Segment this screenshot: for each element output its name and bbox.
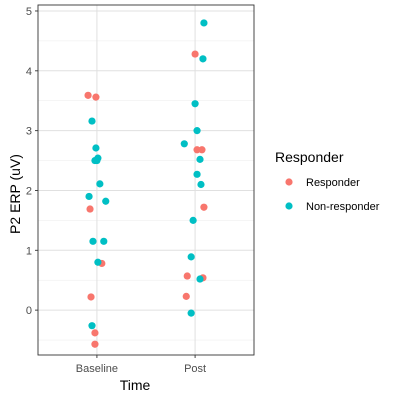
- legend: Responder Responder Non-responder: [275, 149, 380, 213]
- data-point-non-responder: [196, 275, 204, 283]
- legend-label: Non-responder: [306, 201, 380, 213]
- legend-key-non-responder: [285, 202, 293, 210]
- data-point-non-responder: [187, 309, 195, 317]
- data-point-responder: [92, 93, 100, 101]
- data-point-non-responder: [200, 19, 208, 27]
- data-point-responder: [200, 203, 208, 211]
- data-point-non-responder: [100, 237, 108, 245]
- data-point-non-responder: [85, 192, 93, 201]
- data-point-responder: [91, 340, 99, 348]
- data-point-non-responder: [102, 197, 110, 205]
- data-point-non-responder: [92, 144, 100, 152]
- data-point-non-responder: [193, 127, 201, 135]
- data-point-responder: [198, 146, 206, 154]
- data-point-responder: [87, 293, 95, 301]
- data-point-non-responder: [199, 55, 207, 63]
- data-point-non-responder: [88, 322, 96, 330]
- y-tick-label: 2: [26, 185, 32, 197]
- data-point-non-responder: [193, 170, 201, 178]
- data-point-non-responder: [197, 180, 205, 189]
- data-point-non-responder: [196, 155, 204, 163]
- x-tick-label: Baseline: [76, 363, 118, 375]
- x-tick-label: Post: [184, 363, 206, 375]
- grid: [38, 5, 254, 355]
- y-tick-label: 3: [26, 126, 32, 138]
- data-points: [84, 19, 208, 348]
- x-axis: Baseline Post: [76, 355, 206, 375]
- data-point-non-responder: [88, 117, 96, 125]
- data-point-responder: [183, 272, 191, 280]
- panel-border: [37, 4, 255, 356]
- data-point-responder: [91, 329, 99, 337]
- legend-label: Responder: [306, 177, 360, 189]
- y-tick-label: 5: [26, 6, 32, 18]
- data-point-non-responder: [94, 258, 102, 266]
- x-axis-title: Time: [120, 377, 151, 393]
- legend-key-responder: [285, 178, 293, 186]
- data-point-responder: [191, 50, 199, 58]
- data-point-responder: [182, 292, 190, 300]
- legend-title: Responder: [275, 149, 344, 165]
- y-tick-label: 1: [26, 245, 32, 257]
- y-tick-label: 4: [26, 66, 32, 78]
- y-tick-label: 0: [26, 305, 32, 317]
- data-point-responder: [86, 205, 94, 213]
- data-point-non-responder: [96, 180, 104, 188]
- data-point-non-responder: [94, 154, 102, 162]
- data-point-non-responder: [187, 253, 195, 261]
- data-point-non-responder: [180, 140, 188, 148]
- y-axis-title: P2 ERP (uV): [7, 154, 23, 234]
- data-point-responder: [84, 91, 92, 99]
- data-point-non-responder: [191, 100, 199, 108]
- y-axis: 0 1 2 3 4 5: [26, 6, 38, 317]
- data-point-non-responder: [89, 237, 97, 245]
- data-point-non-responder: [189, 216, 197, 224]
